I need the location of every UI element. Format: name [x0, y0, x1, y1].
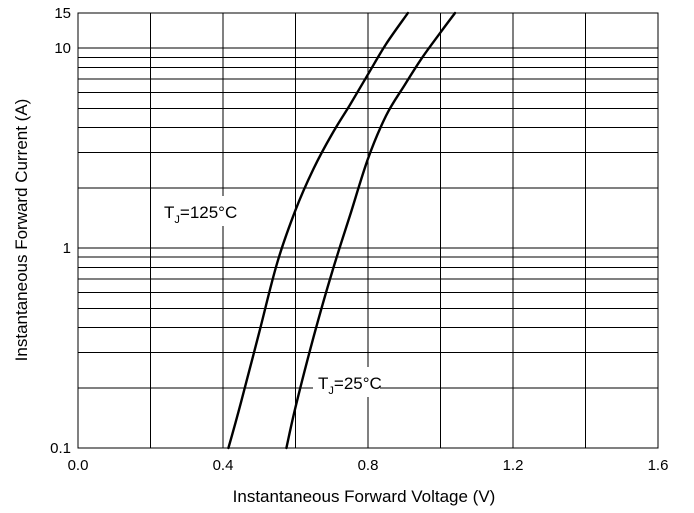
series-label-sub: J [174, 214, 180, 226]
y-tick-label: 1 [63, 240, 71, 257]
series-line-tj-125 [227, 11, 410, 450]
series-label-main: T [318, 374, 328, 393]
x-tick-labels: 0.0 0.4 0.8 1.2 1.6 [68, 457, 669, 474]
svg-text:TJ=125°C: TJ=125°C [164, 203, 237, 226]
y-tick-label: 15 [54, 5, 71, 22]
series-label-main: T [164, 203, 174, 222]
series-label-rest: =125°C [180, 203, 237, 222]
x-axis-label: Instantaneous Forward Voltage (V) [233, 487, 496, 506]
x-tick-label: 1.6 [648, 457, 669, 474]
y-tick-label: 0.1 [50, 440, 71, 457]
x-tick-label: 0.4 [213, 457, 234, 474]
x-tick-label: 0.0 [68, 457, 89, 474]
series-label-tj-125: TJ=125°C [160, 196, 266, 226]
series-label-sub: J [328, 385, 334, 397]
x-tick-label: 1.2 [503, 457, 524, 474]
series-line-tj-25 [285, 11, 457, 450]
curve-layer [227, 11, 457, 450]
y-tick-label: 10 [54, 40, 71, 57]
series-label-tj-25: TJ=25°C [313, 367, 398, 397]
series-label-rest: =25°C [334, 374, 382, 393]
x-tick-label: 0.8 [358, 457, 379, 474]
svg-text:TJ=25°C: TJ=25°C [318, 374, 382, 397]
y-tick-labels: 0.1 1 10 15 [50, 5, 71, 457]
y-axis-label: Instantaneous Forward Current (A) [12, 99, 31, 362]
plot-frame [77, 12, 659, 449]
